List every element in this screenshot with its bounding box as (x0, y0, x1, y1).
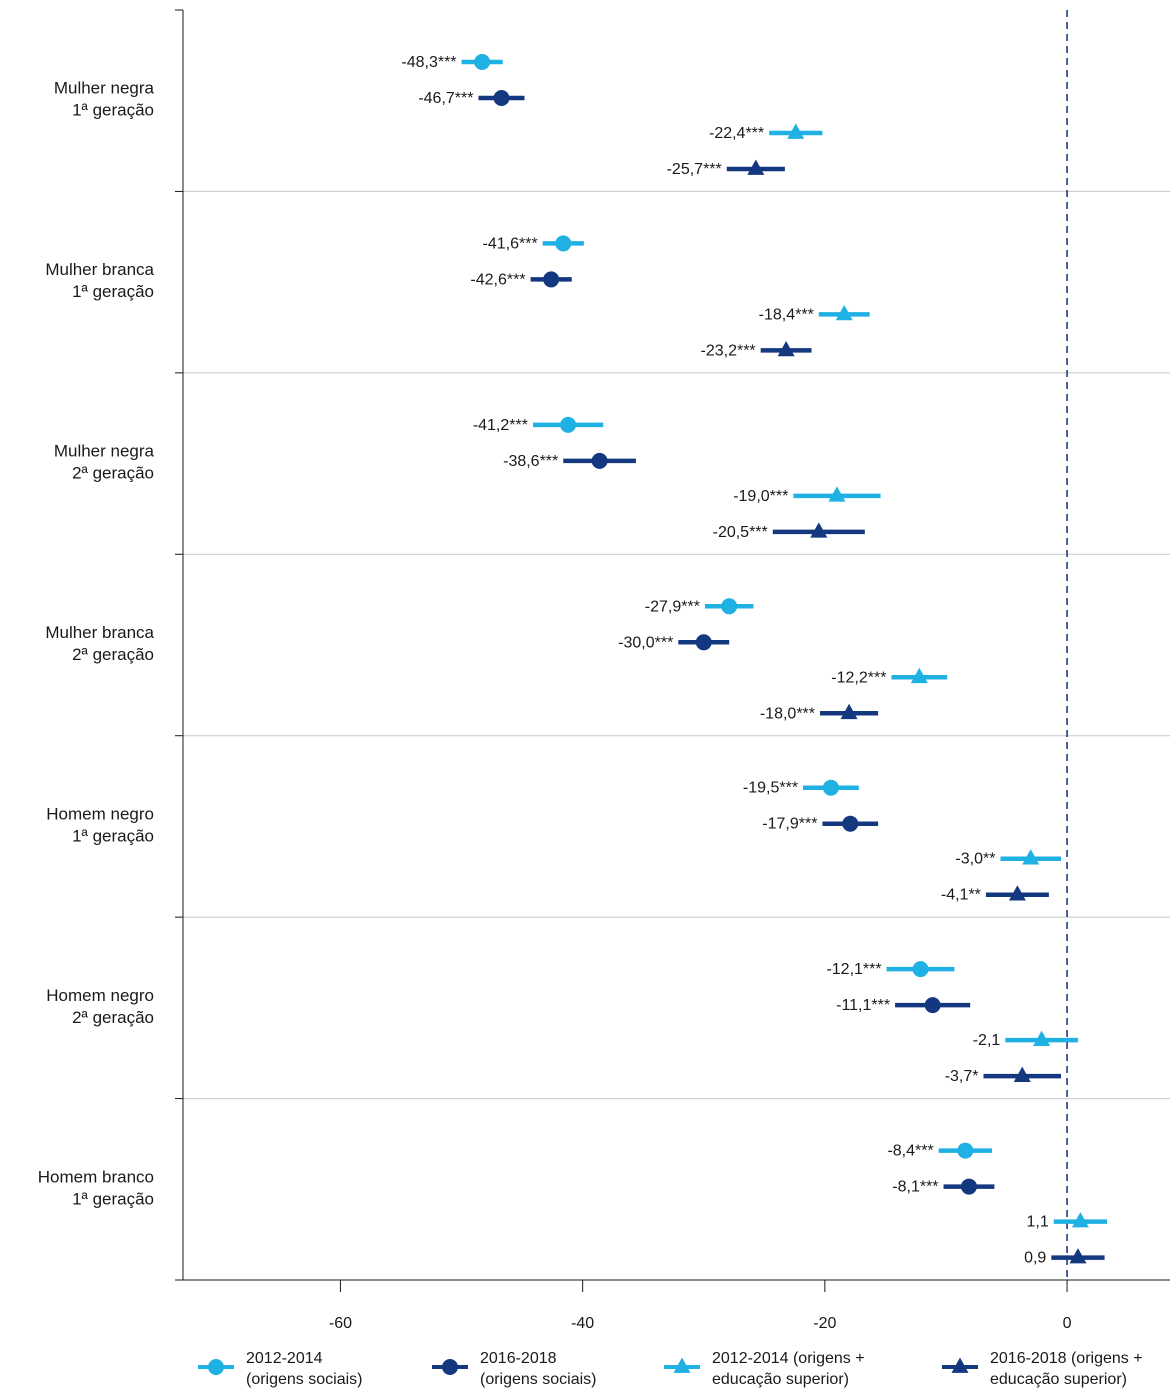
legend-label: 2016-2018 (origens sociais) (480, 1350, 597, 1388)
value-label: -18,4*** (759, 306, 814, 323)
value-label: -8,4*** (887, 1143, 933, 1160)
value-label: -48,3*** (401, 54, 456, 71)
point-triangle (1013, 1066, 1031, 1082)
point-circle (695, 634, 712, 651)
value-label: -4,1** (941, 887, 981, 904)
legend-marker (442, 1359, 458, 1375)
category-label: Homem negro 2ª geração (46, 986, 154, 1027)
point-triangle (810, 522, 828, 538)
category-label: Mulher branca 2ª geração (45, 623, 154, 664)
value-label: -17,9*** (762, 816, 817, 833)
point-circle (493, 90, 510, 106)
value-label: -12,2*** (831, 669, 886, 686)
value-label: 0,9 (1024, 1250, 1046, 1267)
value-label: -23,2*** (701, 342, 756, 359)
category-label: Mulher negra 1ª geração (54, 79, 155, 120)
value-label: -41,6*** (483, 235, 538, 252)
legend-marker (208, 1359, 224, 1375)
point-circle (822, 779, 839, 796)
point-triangle (840, 703, 858, 720)
value-label: -8,1*** (892, 1179, 938, 1196)
point-triangle (777, 340, 795, 357)
value-label: 1,1 (1026, 1214, 1048, 1231)
value-label: -27,9*** (645, 598, 700, 615)
legend-item: 2012-2014 (origens + educação superior) (662, 1348, 865, 1390)
point-triangle (1008, 885, 1026, 901)
point-circle (555, 235, 572, 252)
legend-item: 2016-2018 (origens + educação superior) (940, 1348, 1143, 1390)
value-label: -30,0*** (618, 634, 673, 651)
legend-item: 2016-2018 (origens sociais) (430, 1348, 596, 1390)
value-label: -18,0*** (760, 705, 815, 722)
point-triangle (828, 486, 846, 502)
point-circle (543, 271, 560, 288)
value-label: -42,6*** (470, 271, 525, 288)
point-triangle (1071, 1212, 1089, 1228)
point-triangle (747, 159, 765, 175)
point-circle (960, 1178, 977, 1195)
legend-label: 2012-2014 (origens sociais) (246, 1350, 363, 1388)
legend-label: 2012-2014 (origens + educação superior) (712, 1350, 865, 1388)
category-label: Mulher negra 2ª geração (54, 442, 155, 483)
point-circle (924, 997, 941, 1014)
value-label: -11,1*** (836, 997, 890, 1014)
point-circle (842, 815, 859, 832)
value-label: -2,1 (973, 1032, 1001, 1049)
legend-marker (951, 1357, 969, 1373)
category-label: Mulher branca 1ª geração (45, 260, 154, 301)
category-label: Homem negro 1ª geração (46, 804, 154, 845)
point-triangle (1069, 1248, 1087, 1264)
point-circle (560, 416, 577, 433)
legend-item: 2012-2014 (origens sociais) (196, 1348, 362, 1390)
category-label: Homem branco 1ª geração (38, 1167, 154, 1208)
point-circle (474, 54, 491, 70)
point-circle (591, 452, 608, 469)
x-tick-label: 0 (1063, 1315, 1072, 1332)
point-triangle (835, 304, 853, 321)
point-triangle (910, 667, 928, 684)
coefficient-chart: -60 -40 -20 0 Mulher negra 1ª geração Mulher b… (38, 9, 1170, 1332)
x-tick-label: -20 (813, 1315, 836, 1332)
value-label: -46,7*** (418, 90, 473, 107)
legend: 2012-2014 (origens sociais) 2016-2018 (or… (0, 1348, 1170, 1398)
point-triangle (1022, 849, 1040, 865)
value-label: -20,5*** (713, 524, 768, 541)
value-label: -3,0** (955, 851, 995, 868)
point-circle (912, 961, 929, 978)
point-circle (957, 1142, 974, 1159)
value-label: -25,7*** (667, 161, 722, 178)
legend-label: 2016-2018 (origens + educação superior) (990, 1350, 1143, 1388)
value-label: -19,0*** (733, 488, 788, 505)
point-triangle (1033, 1030, 1051, 1046)
point-circle (721, 598, 738, 615)
legend-circle-icon (198, 1359, 234, 1375)
value-label: -41,2*** (473, 417, 528, 434)
value-label: -38,6*** (503, 453, 558, 470)
value-label: -12,1*** (826, 961, 881, 978)
value-label: -19,5*** (743, 780, 798, 797)
legend-circle-icon (432, 1359, 468, 1375)
legend-triangle-icon (664, 1357, 700, 1373)
value-label: -3,7* (945, 1068, 979, 1085)
x-tick-label: -40 (571, 1315, 594, 1332)
legend-triangle-icon (942, 1357, 978, 1373)
legend-marker (673, 1357, 691, 1373)
value-label: -22,4*** (709, 125, 764, 142)
point-triangle (787, 123, 805, 139)
x-tick-label: -60 (329, 1315, 352, 1332)
